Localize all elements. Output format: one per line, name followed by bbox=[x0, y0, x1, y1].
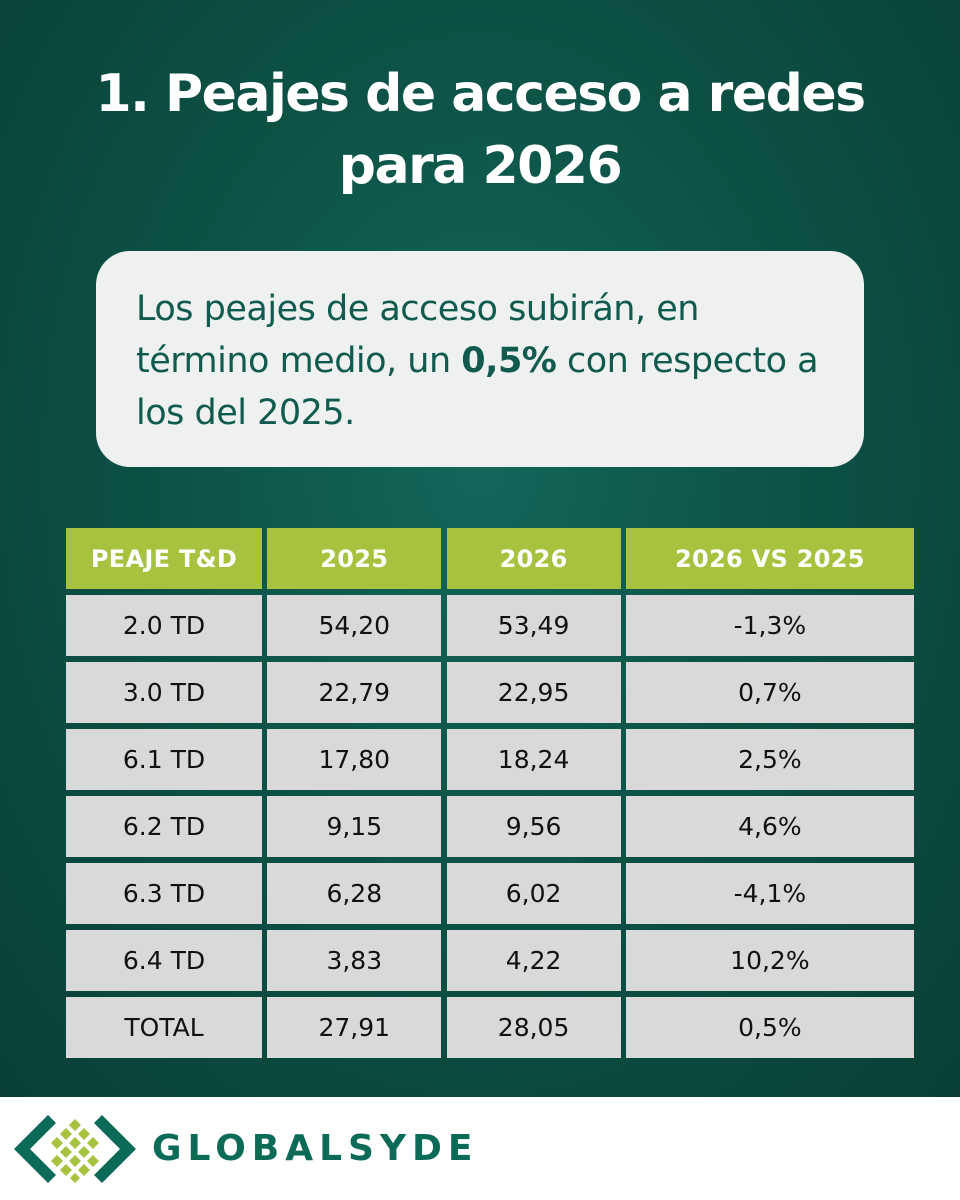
table-cell-change: 0,7% bbox=[625, 662, 914, 723]
table-cell-2026: 6,02 bbox=[446, 863, 621, 924]
footer-bar bbox=[0, 1097, 960, 1200]
table-cell-change: 10,2% bbox=[625, 930, 914, 991]
table-cell-tariff: 2.0 TD bbox=[66, 595, 262, 656]
table-cell-2026: 9,56 bbox=[446, 796, 621, 857]
table-cell-2025: 3,83 bbox=[267, 930, 442, 991]
table-cell-change: 4,6% bbox=[625, 796, 914, 857]
table-cell-tariff: 3.0 TD bbox=[66, 662, 262, 723]
total-cell-2025: 27,91 bbox=[267, 997, 442, 1058]
table-cell-tariff: 6.2 TD bbox=[66, 796, 262, 857]
table-cell-change: 2,5% bbox=[625, 729, 914, 790]
table-cell-2025: 6,28 bbox=[267, 863, 442, 924]
table-cell-2025: 54,20 bbox=[267, 595, 442, 656]
table-cell-2026: 18,24 bbox=[446, 729, 621, 790]
diamond-grid-logo-icon bbox=[14, 1115, 136, 1183]
tolls-table: PEAJE T&D 2025 2026 2026 VS 2025 2.0 TD … bbox=[66, 528, 914, 1058]
callout-text-before: Los peajes de acceso subirán, en término… bbox=[136, 289, 699, 381]
table-cell-2026: 22,95 bbox=[446, 662, 621, 723]
table-cell-2025: 9,15 bbox=[267, 796, 442, 857]
page-title: 1. Peajes de acceso a redes para 2026 bbox=[60, 58, 900, 202]
table-cell-2025: 22,79 bbox=[267, 662, 442, 723]
header-peaje: PEAJE T&D bbox=[66, 528, 262, 589]
callout-highlight: 0,5% bbox=[461, 341, 557, 381]
table-cell-tariff: 6.3 TD bbox=[66, 863, 262, 924]
table-cell-change: -4,1% bbox=[625, 863, 914, 924]
table-cell-2026: 53,49 bbox=[446, 595, 621, 656]
table-cell-tariff: 6.4 TD bbox=[66, 930, 262, 991]
total-cell-change: 0,5% bbox=[625, 997, 914, 1058]
table-cell-2026: 4,22 bbox=[446, 930, 621, 991]
total-cell-label: TOTAL bbox=[66, 997, 262, 1058]
header-comparison: 2026 VS 2025 bbox=[625, 528, 914, 589]
header-2026: 2026 bbox=[446, 528, 621, 589]
table-cell-tariff: 6.1 TD bbox=[66, 729, 262, 790]
table-cell-2025: 17,80 bbox=[267, 729, 442, 790]
brand-name: GLOBALSYDE bbox=[152, 1128, 479, 1169]
header-2025: 2025 bbox=[267, 528, 442, 589]
table-cell-change: -1,3% bbox=[625, 595, 914, 656]
summary-callout: Los peajes de acceso subirán, en término… bbox=[96, 251, 864, 467]
title-line-1: 1. Peajes de acceso a redes bbox=[95, 64, 866, 124]
callout-text-after: con respecto a los del 2025. bbox=[136, 341, 819, 433]
total-cell-2026: 28,05 bbox=[446, 997, 621, 1058]
title-line-2: para 2026 bbox=[338, 136, 623, 196]
poster: 1. Peajes de acceso a redes para 2026 Lo… bbox=[0, 0, 960, 1097]
